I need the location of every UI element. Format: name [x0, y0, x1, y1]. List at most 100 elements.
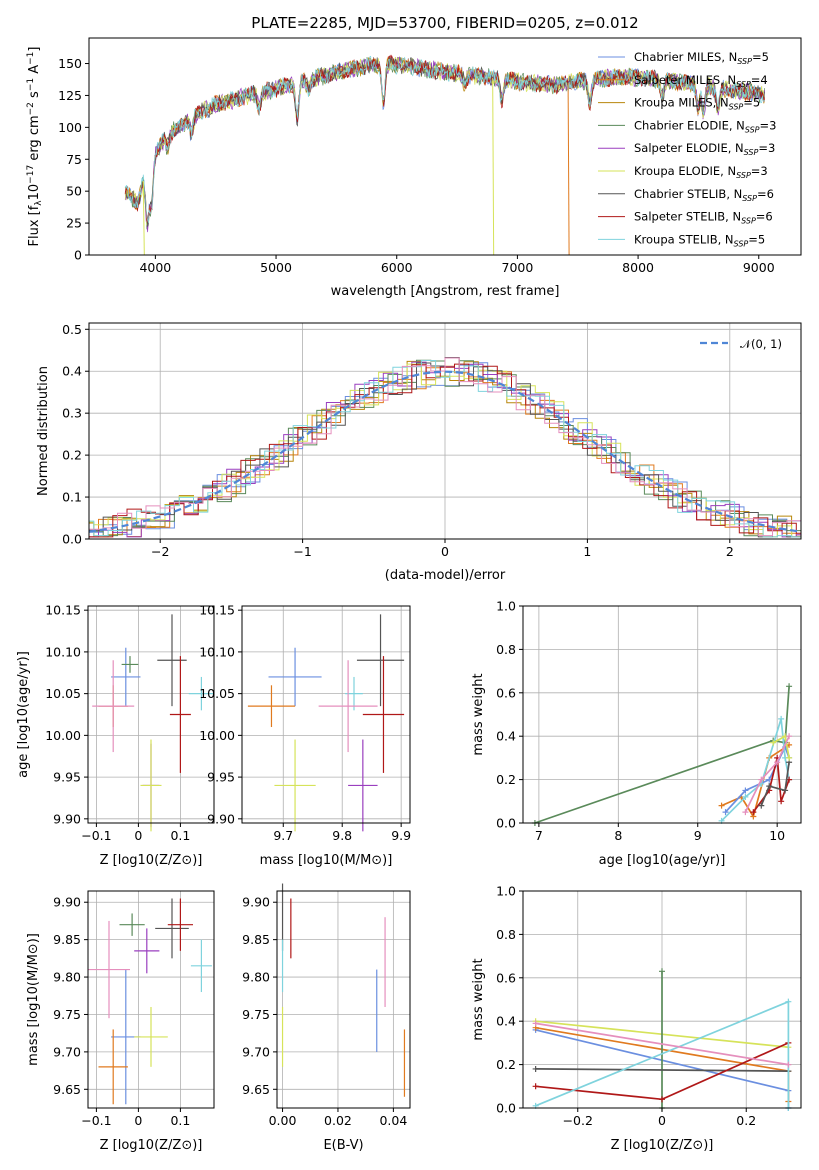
errorbar-point [119, 913, 145, 936]
x-tick-label: 0.1 [170, 1113, 190, 1128]
x-tick-label: 5000 [260, 260, 292, 275]
weight-marker [766, 783, 773, 790]
errorbar-point [155, 898, 189, 959]
errorbar-point [356, 614, 405, 707]
x-tick-label: 10 [769, 828, 785, 843]
weight-marker [786, 733, 793, 740]
weight-line-3 [720, 718, 790, 822]
x-tick-label: 1 [583, 544, 591, 559]
y-tick-label: 10.00 [199, 728, 235, 743]
weight-marker [532, 1083, 539, 1090]
errorbar-point [157, 614, 187, 707]
y-tick-label: 0.0 [496, 816, 516, 831]
errorbar-point [88, 920, 130, 1019]
y-tick-label: 125 [58, 88, 82, 103]
y-tick-label: 0.2 [496, 1057, 516, 1072]
y-tick-label: 0.4 [62, 364, 82, 379]
weight-marker [786, 754, 793, 761]
plot-area [88, 898, 212, 1105]
x-axis-label: E(B-V) [323, 1138, 363, 1153]
spectrum-spike [142, 180, 145, 256]
x-tick-label: 2 [726, 544, 734, 559]
errorbar-point [111, 647, 141, 707]
panel-mass-Z: −0.1 0 0.1 9.65 9.70 9.75 9.80 9.85 9.90 Z [log10… [26, 890, 215, 1153]
axes-frame [241, 605, 411, 824]
errorbar-point [140, 739, 162, 832]
weight-marker [758, 776, 765, 783]
x-axis-label: Z [log10(Z/Z⊙)] [611, 1138, 714, 1153]
errorbar-point [188, 676, 214, 711]
errorbar-point [169, 656, 191, 773]
errorbar-point [98, 1029, 128, 1105]
y-tick-label: 150 [58, 56, 82, 71]
panel-spectrum: 4000 5000 6000 7000 8000 9000 0 25 50 75 100 125 150… [26, 37, 802, 299]
legend-label: Kroupa STELIB, NSSP=5 [634, 232, 765, 248]
y-tick-label: 9.70 [53, 1044, 81, 1059]
weight-marker [774, 759, 781, 766]
y-tick-label: 0.4 [496, 1014, 516, 1029]
errorbar-point [348, 739, 378, 832]
axes-frame [276, 890, 411, 1109]
legend: Chabrier MILES, NSSP=5 Salpeter MILES, NS… [598, 50, 776, 248]
plot-area [88, 357, 802, 538]
weight-marker [532, 1065, 539, 1072]
weight-marker [750, 809, 757, 816]
x-tick-label: 0 [134, 828, 142, 843]
panel-weights-age: 7 8 9 10 0.0 0.2 0.4 0.6 0.8 1.0 age [log10(age/yr… [471, 599, 802, 868]
weight-marker [532, 1020, 539, 1027]
x-tick-label: 6000 [381, 260, 413, 275]
y-axis-label: Normed distribution [36, 366, 51, 496]
y-tick-label: 9.65 [242, 1082, 270, 1097]
y-tick-label: 0.4 [496, 729, 516, 744]
x-tick-label: 8000 [622, 260, 654, 275]
y-tick-label: 9.85 [242, 932, 270, 947]
y-axis-label: mass [log10(M/M⊙)] [26, 933, 41, 1066]
weight-marker [659, 1096, 665, 1103]
weight-marker [778, 715, 785, 722]
x-tick-label: 0.2 [736, 1113, 756, 1128]
y-tick-label: 50 [66, 184, 82, 199]
plot-area [532, 968, 792, 1111]
x-tick-label: 0 [134, 1113, 142, 1128]
legend-label: Salpeter MILES, NSSP=4 [634, 73, 768, 89]
y-tick-label: 9.90 [242, 895, 270, 910]
plot-area [281, 883, 406, 1097]
x-tick-label: −0.1 [81, 1113, 111, 1128]
x-tick-label: 8 [614, 828, 622, 843]
x-tick-label: −0.2 [563, 1113, 593, 1128]
x-tick-label: 9.7 [273, 828, 293, 843]
spectrum-spike [492, 78, 495, 256]
legend-label: Kroupa MILES, NSSP=5 [634, 96, 760, 112]
y-tick-label: 10.10 [199, 644, 235, 659]
y-tick-label: 9.65 [53, 1082, 81, 1097]
y-tick-label: 1.0 [496, 884, 516, 899]
y-tick-label: 0.6 [496, 970, 516, 985]
y-tick-label: 10.05 [199, 686, 235, 701]
weight-line-4 [535, 1068, 789, 1072]
x-tick-label: 7000 [502, 260, 534, 275]
y-tick-label: 0.6 [496, 685, 516, 700]
y-tick-label: 0.3 [62, 406, 82, 421]
x-tick-label: −1 [293, 544, 311, 559]
residual-hist-3 [89, 359, 801, 537]
legend-label: Chabrier STELIB, NSSP=6 [634, 187, 774, 203]
x-tick-label: 0.00 [269, 1113, 297, 1128]
y-axis-label: Flux [fλ10−17 erg cm−2 s−1 A−1] [26, 47, 44, 247]
y-tick-label: 100 [58, 120, 82, 135]
x-axis-label: mass [log10(M/M⊙)] [260, 853, 393, 868]
legend-label: Kroupa ELODIE, NSSP=3 [634, 164, 768, 180]
y-tick-label: 9.85 [53, 932, 81, 947]
legend-label: Chabrier MILES, NSSP=5 [634, 50, 769, 66]
panel-age-mass: 9.7 9.8 9.9 9.90 9.95 10.00 10.05 10.10 10.15 mas… [199, 603, 411, 868]
axes-frame [522, 605, 802, 824]
errorbar-point [247, 685, 296, 728]
axes-frame [87, 890, 215, 1109]
y-tick-label: 9.95 [53, 770, 81, 785]
weight-marker [770, 739, 777, 746]
x-tick-label: 0.1 [170, 828, 190, 843]
y-tick-label: 9.90 [53, 811, 81, 826]
residual-hist-9 [89, 357, 801, 537]
y-tick-label: 9.80 [242, 970, 270, 985]
plot-area [531, 683, 793, 826]
weight-marker [659, 968, 665, 975]
